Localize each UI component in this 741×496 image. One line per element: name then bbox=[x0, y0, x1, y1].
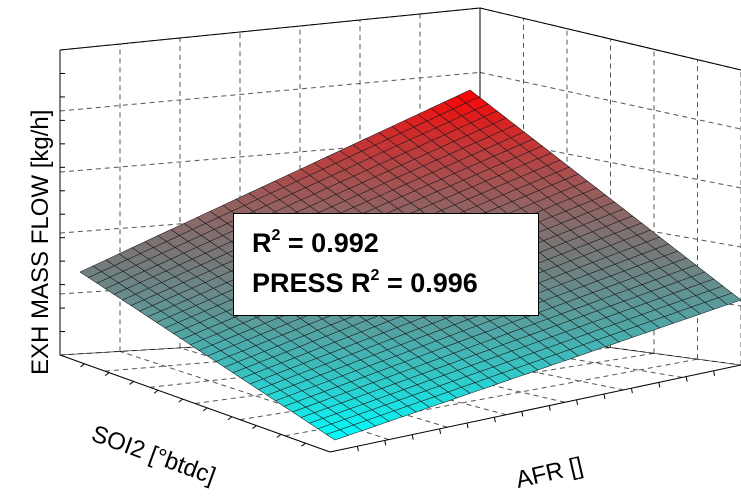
x-tick bbox=[603, 393, 606, 400]
z-axis-label: EXH MASS FLOW [kg/h] bbox=[27, 110, 54, 375]
y-axis-line bbox=[59, 354, 331, 453]
press-r2-text: PRESS R2 = 0.996 bbox=[252, 267, 478, 298]
y-tick bbox=[104, 372, 110, 377]
x-axis-line bbox=[329, 364, 741, 453]
surface-cell bbox=[717, 292, 741, 306]
grid-line bbox=[284, 358, 698, 437]
x-tick bbox=[685, 376, 688, 382]
fit-statistics-box: R2 = 0.992 PRESS R2 = 0.996 bbox=[233, 213, 539, 316]
y-tick bbox=[252, 425, 257, 429]
grid-line bbox=[59, 71, 481, 112]
y-tick bbox=[301, 442, 306, 447]
top-edge-line bbox=[479, 7, 741, 71]
y-tick bbox=[178, 398, 184, 403]
x-tick bbox=[548, 405, 551, 411]
y-tick bbox=[227, 416, 233, 421]
r2-text: R2 = 0.992 bbox=[252, 227, 379, 258]
x-tick bbox=[521, 411, 524, 417]
x-tick bbox=[356, 446, 359, 452]
x-tick bbox=[493, 417, 496, 423]
y-tick bbox=[129, 381, 134, 385]
x-tick bbox=[630, 388, 633, 394]
x-tick bbox=[658, 382, 661, 388]
x-tick bbox=[466, 422, 469, 429]
x-axis-label: AFR [] bbox=[513, 452, 585, 494]
y-tick bbox=[153, 389, 159, 394]
y-tick bbox=[202, 407, 208, 412]
y-tick bbox=[276, 433, 282, 438]
x-tick bbox=[411, 434, 414, 440]
y-axis-label: SOI2 [°btdc] bbox=[88, 420, 219, 490]
x-tick bbox=[384, 440, 387, 446]
x-tick bbox=[576, 399, 579, 405]
y-tick bbox=[80, 363, 85, 368]
grid-line bbox=[479, 200, 741, 248]
x-tick bbox=[439, 428, 442, 434]
x-tick bbox=[713, 370, 716, 376]
top-edge-line bbox=[59, 7, 481, 51]
